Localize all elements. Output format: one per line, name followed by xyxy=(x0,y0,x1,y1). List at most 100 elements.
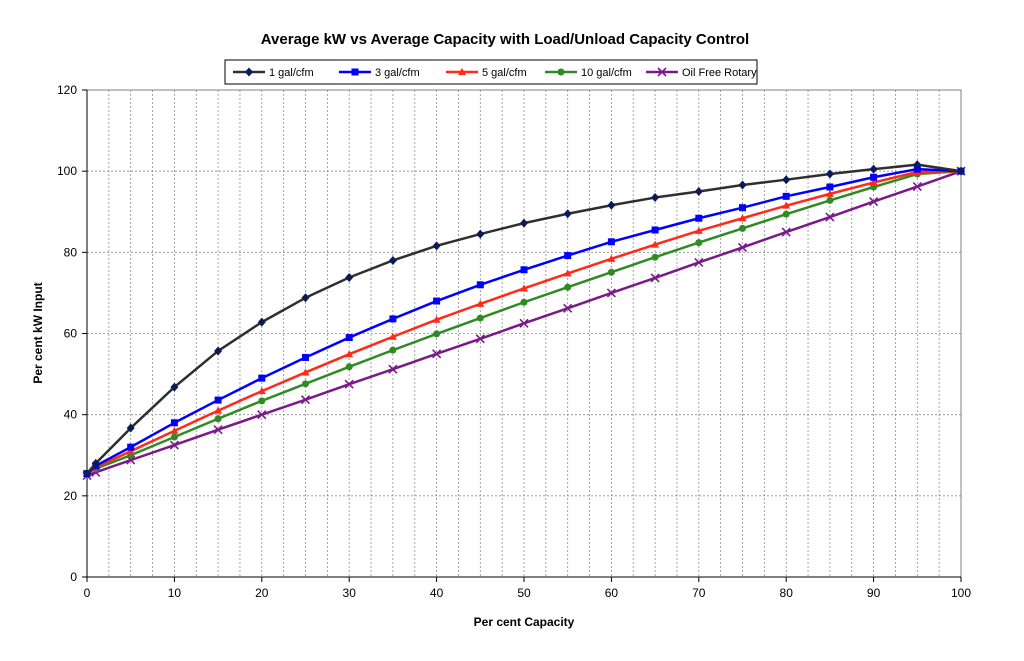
data-point xyxy=(869,197,879,207)
series-1-gal-cfm xyxy=(83,160,965,479)
data-point xyxy=(826,183,834,191)
data-point xyxy=(301,368,310,376)
data-point xyxy=(476,299,485,307)
data-point xyxy=(870,173,878,181)
series-line xyxy=(86,169,962,475)
y-tick-label: 120 xyxy=(57,83,77,97)
data-point xyxy=(344,379,354,389)
data-point xyxy=(520,298,528,306)
data-point xyxy=(345,272,354,282)
legend-item: 1 gal/cfm xyxy=(233,67,314,79)
data-point xyxy=(519,318,529,328)
legend-item: Oil Free Rotary xyxy=(646,67,757,79)
series-line xyxy=(86,169,962,475)
data-point xyxy=(389,315,397,323)
data-point xyxy=(869,164,878,174)
data-point xyxy=(564,283,572,291)
data-point xyxy=(869,178,878,186)
data-point xyxy=(695,239,703,247)
x-tick-label: 70 xyxy=(692,586,706,600)
y-tick-label: 80 xyxy=(64,245,78,259)
data-point xyxy=(170,433,178,441)
data-point xyxy=(345,334,353,342)
data-point xyxy=(782,201,791,209)
data-point xyxy=(738,180,747,190)
legend-label: 10 gal/cfm xyxy=(581,67,632,79)
x-tick-label: 40 xyxy=(430,586,444,600)
legend-label: 5 gal/cfm xyxy=(482,67,527,79)
data-point xyxy=(432,241,441,251)
data-point xyxy=(388,364,398,374)
y-tick-label: 100 xyxy=(57,164,77,178)
legend-marker xyxy=(351,68,359,76)
data-point xyxy=(91,458,100,468)
data-point xyxy=(651,240,660,248)
data-point xyxy=(695,214,703,222)
y-axis-label: Per cent kW Input xyxy=(31,282,45,383)
axes: 0 10 20 30 40 50 60 70 80 90 100 0 20 40 60 80 100 120 xyxy=(57,83,971,600)
legend-label: Oil Free Rotary xyxy=(682,67,757,79)
data-point xyxy=(475,334,485,344)
grid xyxy=(87,90,961,577)
data-point xyxy=(782,175,791,185)
series-line xyxy=(86,169,962,477)
data-point xyxy=(300,395,311,405)
data-point xyxy=(607,200,616,210)
data-point xyxy=(826,196,834,204)
data-point xyxy=(825,189,834,197)
data-point xyxy=(170,382,179,392)
data-point xyxy=(127,443,135,451)
data-point xyxy=(432,315,441,323)
y-tick-label: 20 xyxy=(64,489,78,503)
data-point xyxy=(257,317,266,327)
x-tick-label: 10 xyxy=(168,586,182,600)
data-point xyxy=(302,353,309,361)
data-point xyxy=(694,186,703,196)
data-point xyxy=(345,363,353,371)
series-line xyxy=(86,167,962,475)
x-tick-label: 0 xyxy=(84,586,91,600)
data-point xyxy=(214,396,222,404)
legend-item: 3 gal/cfm xyxy=(339,67,420,79)
data-point xyxy=(694,226,703,234)
data-point xyxy=(170,419,178,427)
data-point xyxy=(476,229,485,239)
data-point xyxy=(607,238,615,246)
legend: 1 gal/cfm 3 gal/cfm 5 gal/cfm 10 gal/cfm Oil… xyxy=(224,59,758,85)
x-tick-label: 60 xyxy=(605,586,619,600)
data-point xyxy=(913,160,922,170)
data-point xyxy=(651,193,660,203)
data-point xyxy=(388,255,397,265)
data-point xyxy=(651,226,659,234)
legend-item: 10 gal/cfm xyxy=(545,67,632,79)
data-point xyxy=(126,423,135,433)
data-point xyxy=(650,273,660,283)
legend-label: 1 gal/cfm xyxy=(269,67,314,79)
data-point xyxy=(782,192,790,200)
data-point xyxy=(170,426,179,434)
legend-item: 5 gal/cfm xyxy=(446,67,527,79)
data-point xyxy=(388,332,397,340)
data-point xyxy=(214,406,223,414)
data-point xyxy=(607,268,615,276)
data-point xyxy=(563,303,573,313)
y-tick-label: 60 xyxy=(64,327,78,341)
data-point xyxy=(563,209,572,219)
data-point xyxy=(912,182,922,192)
data-point xyxy=(520,218,528,228)
data-point xyxy=(606,288,616,298)
data-point xyxy=(258,374,266,382)
data-point xyxy=(345,350,354,358)
x-axis-label: Per cent Capacity xyxy=(474,615,575,629)
data-point xyxy=(433,330,441,338)
data-point xyxy=(258,397,266,405)
data-point xyxy=(433,297,441,305)
data-point xyxy=(563,269,572,277)
legend-marker xyxy=(245,67,253,77)
data-point xyxy=(302,380,309,388)
x-tick-label: 100 xyxy=(951,586,971,600)
y-tick-label: 40 xyxy=(64,408,78,422)
x-tick-label: 50 xyxy=(517,586,531,600)
x-tick-label: 30 xyxy=(343,586,357,600)
